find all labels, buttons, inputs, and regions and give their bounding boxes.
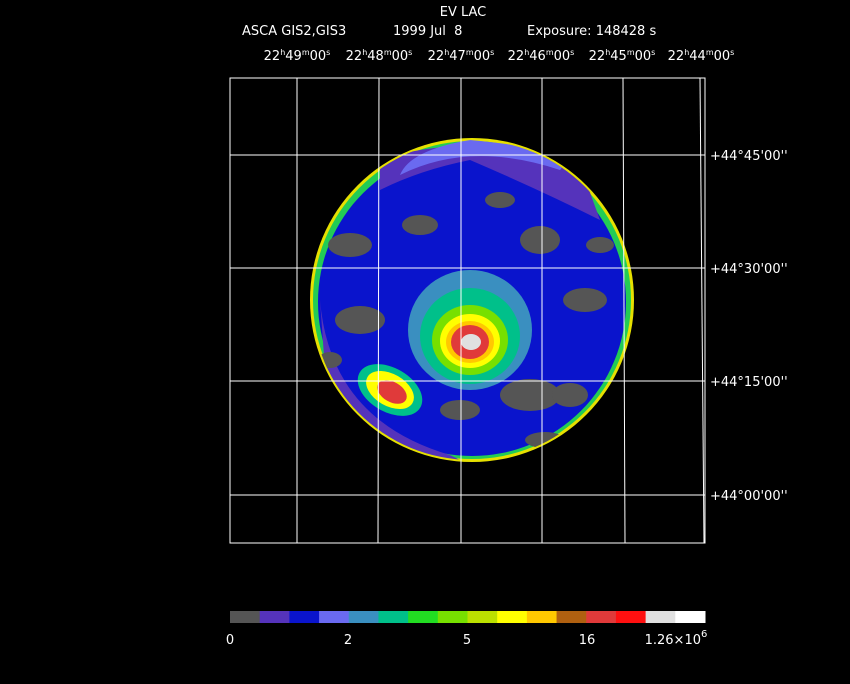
ra-part: 47 (449, 49, 466, 64)
colorbar-label: 2 (344, 633, 352, 648)
colorbar-swatch (378, 611, 409, 623)
ra-part: 48 (367, 49, 384, 64)
dec-tick-label: +44°30'00'' (710, 262, 788, 277)
ra-part: 22 (668, 49, 685, 64)
colorbar-swatch (259, 611, 290, 623)
colorbar-swatch (348, 611, 379, 623)
ra-part: 44 (689, 49, 706, 64)
ra-part: 22 (508, 49, 525, 64)
ra-part: s (408, 48, 412, 57)
dec-tick-label: +44°15'00'' (710, 375, 788, 390)
ra-part: s (651, 48, 655, 57)
ra-part: 00 (635, 49, 652, 64)
colorbar-swatch (437, 611, 468, 623)
ra-part: h (524, 48, 529, 57)
ra-part: 00 (310, 49, 327, 64)
ra-tick-label: 22h45m00s (589, 48, 656, 64)
coordinate-grid (229, 77, 706, 544)
colorbar-swatch (586, 611, 617, 623)
exposure: Exposure: 148428 s (527, 24, 656, 39)
title: EV LAC (440, 5, 487, 20)
ra-part: 22 (346, 49, 363, 64)
ra-part: s (490, 48, 494, 57)
ra-tick-label: 22h48m00s (346, 48, 413, 64)
ra-tick-label: 22h47m00s (428, 48, 495, 64)
colorbar-swatch (526, 611, 558, 623)
ra-tick-label: 22h46m00s (508, 48, 575, 64)
ra-part: 22 (428, 49, 445, 64)
ra-part: 22 (589, 49, 606, 64)
instrument: ASCA GIS2,GIS3 (242, 24, 346, 39)
ra-part: s (730, 48, 734, 57)
ra-part: 49 (285, 49, 302, 64)
ra-part: 00 (714, 49, 731, 64)
label-base: 1.26×10 (645, 633, 701, 648)
ra-part: h (605, 48, 610, 57)
colorbar-label: 1.26×106 (645, 629, 708, 648)
date: 1999 Jul 8 (393, 24, 462, 39)
ra-part: 45 (610, 49, 627, 64)
colorbar-label: 0 (226, 633, 234, 648)
colorbar-swatch (408, 611, 439, 623)
colorbar-label: 16 (579, 633, 596, 648)
ra-part: 22 (264, 49, 281, 64)
ra-part: 00 (392, 49, 409, 64)
colorbar-swatch (467, 611, 498, 623)
ra-part: h (362, 48, 367, 57)
colorbar-swatch (615, 611, 647, 623)
dec-tick-label: +44°00'00'' (710, 489, 788, 504)
ra-part: 46 (529, 49, 546, 64)
colorbar-label: 5 (463, 633, 471, 648)
colorbar-swatch (675, 611, 706, 623)
colorbar-swatch (556, 611, 587, 623)
ra-tick-label: 22h44m00s (668, 48, 735, 64)
ra-part: h (280, 48, 285, 57)
ra-part: m (466, 48, 474, 57)
colorbar-swatch (289, 611, 320, 623)
colorbar-swatch (497, 611, 528, 623)
ra-part: m (384, 48, 392, 57)
ra-part: 00 (554, 49, 571, 64)
ra-part: m (546, 48, 554, 57)
label-exp: 6 (701, 629, 707, 640)
ra-part: m (706, 48, 714, 57)
dec-tick-label: +44°45'00'' (710, 149, 788, 164)
colorbar: 0 2 5 16 1.26×106 (226, 611, 708, 648)
ra-part: s (570, 48, 574, 57)
ra-part: 00 (474, 49, 491, 64)
ra-part: m (302, 48, 310, 57)
colorbar-swatch (645, 611, 676, 623)
ra-part: h (444, 48, 449, 57)
ra-part: m (627, 48, 635, 57)
colorbar-swatch (230, 611, 261, 623)
colorbar-swatch (319, 611, 350, 623)
ra-part: h (684, 48, 689, 57)
ra-part: s (326, 48, 330, 57)
ra-tick-label: 22h49m00s (264, 48, 331, 64)
